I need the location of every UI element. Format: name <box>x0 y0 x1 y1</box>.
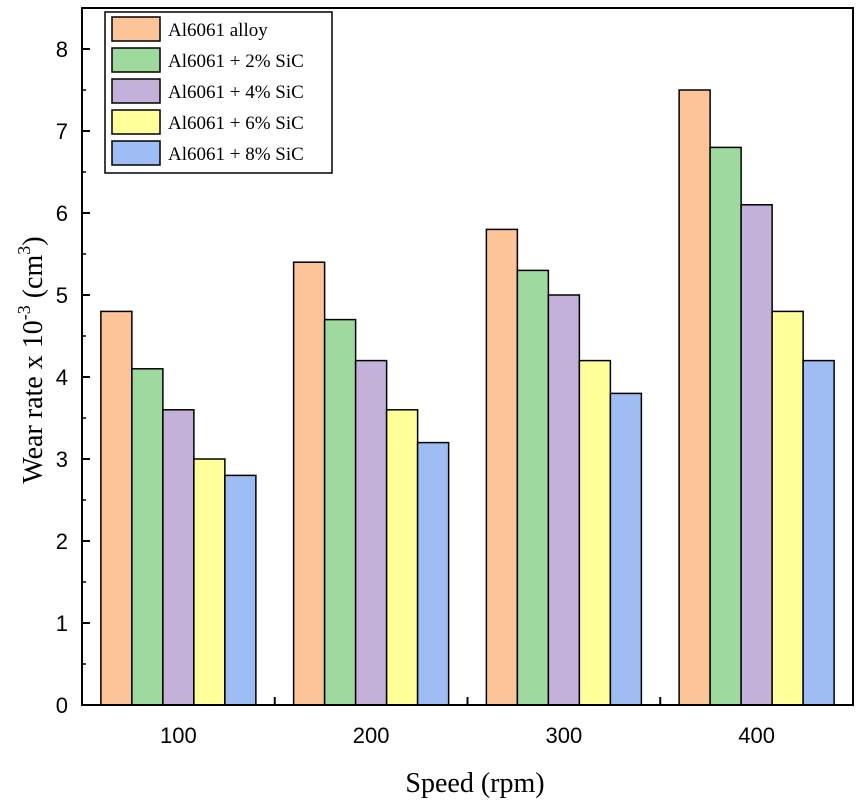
legend: Al6061 alloy Al6061 + 2% SiC Al6061 + 4% S… <box>104 11 333 174</box>
legend-label-3: Al6061 + 4% SiC <box>168 82 304 103</box>
y-axis-title-main: Wear rate x 10 <box>18 320 49 483</box>
bar-400-series-1 <box>678 89 711 706</box>
legend-swatch-3 <box>111 78 161 104</box>
bar-100-series-5 <box>224 474 257 706</box>
legend-swatch-4 <box>111 109 161 135</box>
y-axis-title-unit-exponent: 3 <box>14 246 34 255</box>
bar-300-series-3 <box>547 294 581 706</box>
bar-200-series-1 <box>292 261 326 706</box>
legend-swatch-5 <box>111 140 161 166</box>
y-tick-label-1: 1 <box>56 611 68 636</box>
y-axis-title-exponent: -3 <box>14 305 34 320</box>
bar-200-series-3 <box>354 359 388 706</box>
bar-400-series-2 <box>709 146 742 706</box>
bars-layer <box>100 89 835 706</box>
y-axis-title-close: ) <box>18 236 49 245</box>
bar-100-series-4 <box>193 458 226 706</box>
y-axis-title-unit: (cm <box>18 255 49 306</box>
bar-200-series-2 <box>323 318 357 706</box>
x-tick-label-200: 200 <box>353 723 390 748</box>
y-axis-title: Wear rate x 10-3 (cm3) <box>14 236 49 483</box>
y-tick-label-7: 7 <box>56 119 68 144</box>
y-tick-label-0: 0 <box>56 693 68 718</box>
bar-100-series-2 <box>131 368 164 706</box>
bar-400-series-5 <box>802 359 835 706</box>
y-tick-label-2: 2 <box>56 529 68 554</box>
bar-100-series-3 <box>162 409 195 706</box>
x-tick-label-300: 300 <box>546 723 583 748</box>
bar-400-series-4 <box>771 310 804 706</box>
bar-300-series-5 <box>609 392 643 706</box>
legend-label-5: Al6061 + 8% SiC <box>168 144 304 165</box>
y-tick-label-5: 5 <box>56 283 68 308</box>
bar-400-series-3 <box>740 204 773 706</box>
legend-label-4: Al6061 + 6% SiC <box>168 113 304 134</box>
legend-swatch-1 <box>111 16 161 42</box>
legend-label-2: Al6061 + 2% SiC <box>168 51 304 72</box>
legend-swatch-2 <box>111 47 161 73</box>
bar-200-series-5 <box>416 441 450 706</box>
bar-200-series-4 <box>385 409 419 706</box>
x-tick-label-400: 400 <box>738 723 775 748</box>
axes-layer: 0 1 2 3 4 5 6 7 8 100 200 300 400 <box>56 7 854 748</box>
bar-300-series-2 <box>516 269 550 706</box>
bar-300-series-4 <box>578 359 612 706</box>
bar-100-series-1 <box>100 310 133 706</box>
x-axis-title: Speed (rpm) <box>405 768 544 799</box>
y-tick-label-8: 8 <box>56 37 68 62</box>
y-tick-label-3: 3 <box>56 447 68 472</box>
bar-300-series-1 <box>485 228 519 706</box>
y-tick-label-4: 4 <box>56 365 68 390</box>
legend-label-1: Al6061 alloy <box>168 20 268 41</box>
y-tick-label-6: 6 <box>56 201 68 226</box>
x-tick-label-100: 100 <box>160 723 197 748</box>
